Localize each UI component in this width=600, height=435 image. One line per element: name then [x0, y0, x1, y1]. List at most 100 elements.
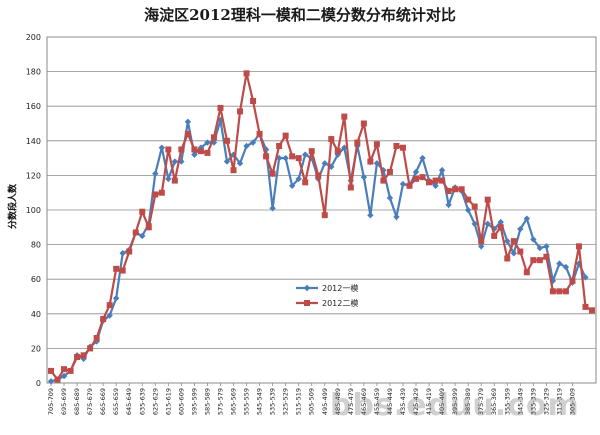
- x-tick-label: 485-489: [334, 388, 342, 415]
- series-point: [119, 267, 126, 274]
- series-point: [152, 191, 159, 198]
- series-point: [334, 148, 341, 155]
- y-tick-label: 100: [26, 206, 41, 215]
- series-point: [276, 142, 283, 149]
- legend-label: 2012一模: [322, 283, 358, 293]
- legend-marker: [304, 300, 310, 306]
- series-point: [543, 243, 550, 250]
- series-point: [477, 243, 485, 250]
- series-point: [464, 206, 472, 214]
- series-point: [165, 175, 172, 183]
- series-point: [452, 186, 459, 193]
- series-point: [302, 179, 309, 186]
- series-point: [582, 303, 589, 310]
- x-tick-label: 465-469: [360, 388, 368, 415]
- series-line-2: [50, 73, 593, 382]
- x-tick-label: 555-559: [243, 388, 251, 415]
- series-point: [373, 160, 381, 167]
- series-point: [504, 255, 511, 262]
- series-point: [223, 158, 231, 165]
- x-tick-label: 495-499: [321, 388, 329, 415]
- series-point: [282, 154, 289, 162]
- series-point: [106, 302, 113, 309]
- x-tick-label: 365-369: [490, 388, 498, 415]
- series-point: [439, 177, 446, 184]
- x-tick-label: 315-319: [555, 388, 563, 415]
- series-point: [530, 236, 537, 243]
- series-point: [126, 248, 133, 255]
- x-tick-label: 565-569: [230, 388, 238, 415]
- series-point: [562, 263, 570, 271]
- series-point: [549, 288, 556, 295]
- series-point: [139, 208, 146, 215]
- series-point: [67, 367, 74, 374]
- x-tick-label: 695-699: [60, 388, 68, 415]
- x-tick-label: 355-359: [503, 388, 511, 415]
- watermark: bbs.eduu.com: [330, 388, 580, 423]
- series-point: [510, 250, 517, 257]
- series-point: [458, 186, 465, 193]
- series-point: [171, 177, 178, 184]
- series-point: [419, 154, 426, 162]
- series-point: [204, 139, 211, 146]
- x-tick-label: 395-399: [451, 388, 459, 415]
- series-point: [250, 98, 257, 105]
- x-tick-label: 545-549: [256, 388, 264, 415]
- series-point: [445, 187, 452, 194]
- x-tick-label: 685-689: [73, 388, 81, 415]
- series-point: [569, 277, 576, 284]
- x-tick-label: 405-409: [438, 388, 446, 415]
- series-point: [204, 149, 211, 156]
- series-point: [504, 237, 511, 245]
- series-point: [517, 248, 524, 255]
- series-point: [393, 142, 400, 149]
- series-point: [413, 175, 420, 182]
- series-point: [80, 352, 87, 359]
- series-point: [471, 220, 478, 228]
- series-point: [556, 288, 563, 295]
- x-tick-label: 445-449: [386, 388, 394, 415]
- x-tick-label: 415-419: [425, 388, 433, 415]
- x-tick-label: 705-709: [47, 388, 55, 415]
- series-point: [360, 120, 367, 127]
- series-point: [354, 139, 361, 146]
- series-point: [399, 180, 407, 188]
- series-point: [321, 212, 328, 219]
- series-point: [269, 170, 276, 177]
- series-point: [562, 288, 569, 295]
- x-tick-label: 425-429: [412, 388, 420, 415]
- series-point: [243, 70, 250, 77]
- series-point: [432, 182, 439, 189]
- series-point: [367, 211, 374, 219]
- series-point: [217, 104, 224, 111]
- series-point: [197, 148, 204, 155]
- series-point: [237, 108, 244, 115]
- series-point: [478, 238, 485, 245]
- series-point: [406, 182, 413, 189]
- series-point: [152, 170, 159, 177]
- x-tick-label: 635-639: [138, 388, 146, 415]
- series-point: [380, 177, 387, 184]
- x-tick-label: 305-309: [568, 388, 576, 415]
- series-point: [341, 113, 348, 120]
- series-point: [158, 144, 166, 151]
- chart-title: 海淀区2012理科一模和二模分数分布统计对比: [144, 6, 456, 24]
- series-point: [308, 148, 315, 155]
- series-point: [61, 366, 68, 373]
- series-point: [419, 174, 426, 181]
- series-point: [373, 141, 380, 148]
- series-point: [256, 130, 263, 137]
- series-point: [445, 201, 452, 209]
- series-point: [412, 168, 420, 176]
- series-point: [386, 194, 394, 202]
- x-tick-label: 475-479: [347, 388, 355, 415]
- x-tick-label: 625-629: [151, 388, 159, 415]
- series-point: [589, 307, 595, 314]
- series-point: [510, 238, 517, 245]
- series-point: [74, 354, 81, 361]
- series-point: [145, 224, 152, 231]
- series-point: [223, 137, 230, 144]
- series-point: [517, 225, 524, 233]
- series-point: [536, 244, 544, 252]
